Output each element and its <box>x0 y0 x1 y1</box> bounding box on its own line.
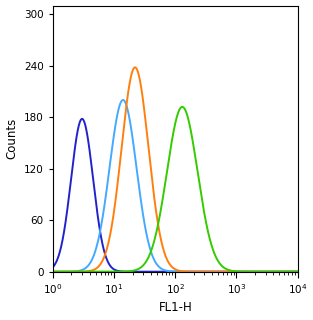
X-axis label: FL1-H: FL1-H <box>158 301 192 315</box>
Y-axis label: Counts: Counts <box>6 118 18 159</box>
